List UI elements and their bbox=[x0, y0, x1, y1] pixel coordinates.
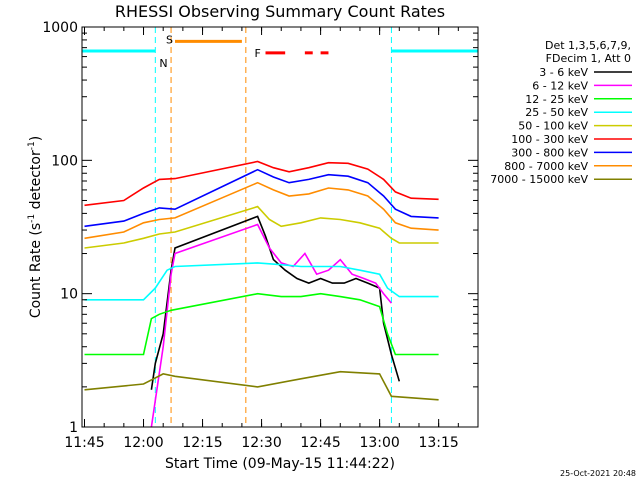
legend: Det 1,3,5,6,7,9, FDecim 1, Att 0 3 - 6 k… bbox=[490, 39, 632, 186]
svg-text:Count Rate (s-1 detector-1): Count Rate (s-1 detector-1) bbox=[27, 136, 44, 318]
x-tick-label-2: 12:15 bbox=[182, 435, 222, 451]
y-axis-label-mid: detector bbox=[28, 150, 44, 214]
y-axis-label-end: ) bbox=[28, 136, 44, 141]
x-tick-label-5: 13:00 bbox=[359, 435, 399, 451]
x-tick-label-0: 11:45 bbox=[64, 435, 104, 451]
y-tick-label-0: 1 bbox=[69, 420, 78, 436]
legend-label-4: 50 - 100 keV bbox=[518, 120, 588, 133]
legend-header-decim: FDecim 1, Att 0 bbox=[546, 52, 631, 65]
x-tick-label-4: 12:45 bbox=[300, 435, 340, 451]
y-tick-label-1: 10 bbox=[60, 287, 78, 303]
chart-title: RHESSI Observing Summary Count Rates bbox=[115, 2, 445, 21]
series-line-7 bbox=[84, 181, 439, 240]
series-line-4 bbox=[84, 205, 439, 249]
series-line-5 bbox=[84, 160, 439, 207]
night-label: N bbox=[159, 57, 167, 70]
interval-bars: S F N bbox=[82, 33, 478, 70]
legend-label-6: 300 - 800 keV bbox=[511, 146, 588, 159]
series-line-3 bbox=[84, 262, 439, 301]
y-axis-label-sup2: -1 bbox=[27, 141, 37, 150]
legend-label-7: 800 - 7000 keV bbox=[504, 160, 588, 173]
footer-timestamp: 25-Oct-2021 20:48 bbox=[560, 469, 636, 478]
series-line-8 bbox=[84, 370, 439, 401]
series-line-2 bbox=[84, 292, 439, 356]
x-axis-label: Start Time (09-May-15 11:44:22) bbox=[165, 456, 395, 472]
series-line-1 bbox=[150, 223, 393, 428]
legend-label-1: 6 - 12 keV bbox=[532, 79, 588, 92]
y-axis: 1 10 100 1000 bbox=[42, 20, 478, 436]
y-tick-label-2: 100 bbox=[51, 153, 78, 169]
x-tick-label-1: 12:00 bbox=[123, 435, 163, 451]
y-axis-label-main: Count Rate (s bbox=[28, 223, 44, 318]
y-axis-label-sup1: -1 bbox=[27, 214, 37, 223]
attenuator-label: S bbox=[166, 33, 173, 46]
legend-label-0: 3 - 6 keV bbox=[539, 66, 588, 79]
legend-label-3: 25 - 50 keV bbox=[525, 106, 588, 119]
flare-label: F bbox=[255, 47, 261, 60]
legend-label-8: 7000 - 15000 keV bbox=[490, 173, 588, 186]
series-group bbox=[84, 160, 439, 428]
x-tick-label-6: 13:15 bbox=[418, 435, 458, 451]
legend-label-5: 100 - 300 keV bbox=[511, 133, 588, 146]
legend-label-2: 12 - 25 keV bbox=[525, 93, 588, 106]
x-tick-label-3: 12:30 bbox=[241, 435, 281, 451]
y-tick-label-3: 1000 bbox=[42, 20, 78, 36]
x-axis: 11:45 12:00 12:15 12:30 12:45 13:00 13:15 bbox=[64, 27, 479, 451]
series-line-6 bbox=[84, 168, 439, 228]
legend-header-detectors: Det 1,3,5,6,7,9, bbox=[545, 39, 631, 52]
plot-frame bbox=[81, 26, 479, 428]
y-axis-label: Count Rate (s-1 detector-1) bbox=[27, 136, 44, 318]
